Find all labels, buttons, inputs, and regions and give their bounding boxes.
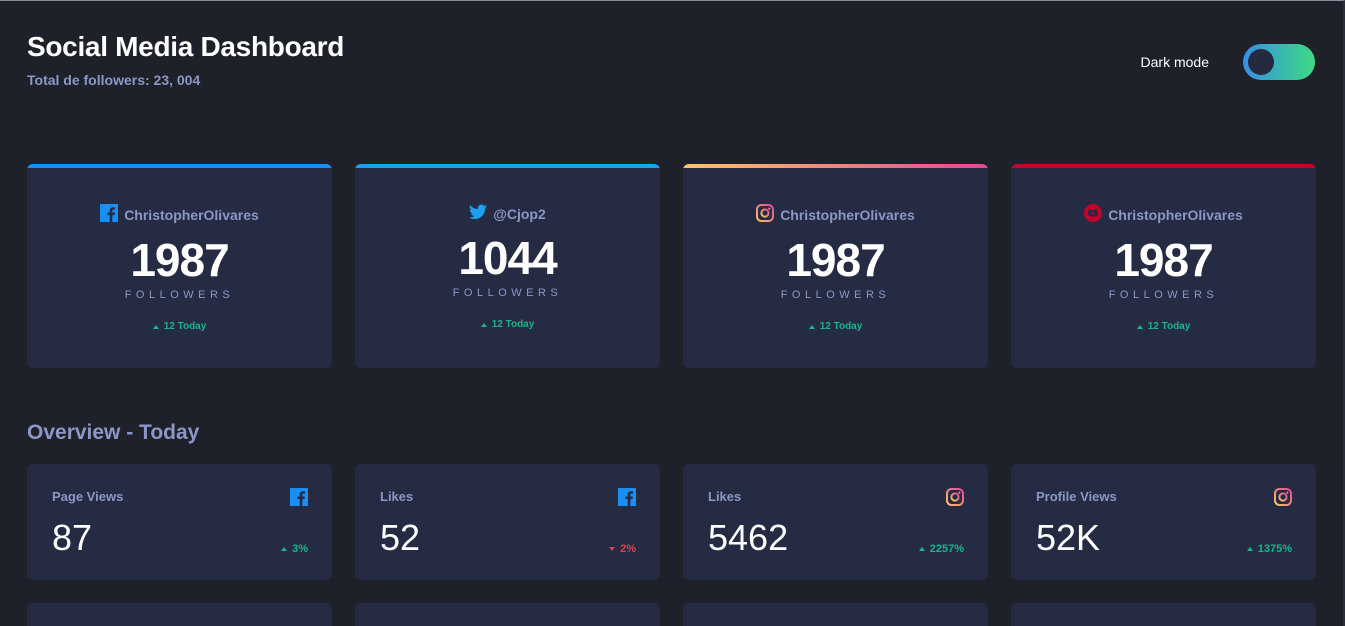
arrow-up-icon [1136, 324, 1143, 329]
followers-label: FOLLOWERS [1108, 289, 1219, 301]
overview-value: 52K [1036, 517, 1101, 558]
overview-value: 52 [380, 517, 421, 558]
follower-card-youtube[interactable]: ChristopherOlivares 1987 FOLLOWERS 12 To… [1011, 164, 1316, 368]
overview-card[interactable]: Likes 5462 2257% [683, 464, 988, 580]
followers-label: FOLLOWERS [780, 289, 891, 301]
card-handle: ChristopherOlivares [27, 204, 332, 225]
today-change: 12 Today [1011, 321, 1316, 332]
overview-label: Likes [708, 489, 742, 504]
overview-card[interactable]: Likes 52 2% [355, 464, 660, 580]
arrow-up-icon [480, 322, 487, 327]
youtube-icon [1084, 204, 1108, 225]
follower-card-facebook[interactable]: ChristopherOlivares 1987 FOLLOWERS 12 To… [27, 164, 332, 368]
instagram-icon [756, 204, 780, 225]
today-change: 12 Today [27, 321, 332, 332]
followers-label: FOLLOWERS [124, 289, 235, 301]
card-accent-bar [355, 164, 660, 168]
follower-card-twitter[interactable]: @Cjop2 1044 FOLLOWERS 12 Today [355, 164, 660, 368]
arrow-up-icon [918, 547, 925, 551]
facebook-icon [100, 204, 124, 225]
overview-grid: Page Views 87 3% Likes 52 2% Likes 5462 … [27, 464, 1319, 626]
page-title: Social Media Dashboard [27, 31, 345, 62]
overview-card[interactable] [355, 603, 660, 626]
arrow-up-icon [152, 324, 159, 329]
follower-count: 1987 [786, 234, 885, 286]
follower-cards: ChristopherOlivares 1987 FOLLOWERS 12 To… [27, 164, 1316, 368]
overview-value: 87 [52, 517, 93, 558]
overview-card[interactable]: Page Views 87 3% [27, 464, 332, 580]
arrow-up-icon [281, 547, 288, 551]
overview-card[interactable] [27, 603, 332, 626]
overview-card[interactable] [683, 603, 988, 626]
facebook-icon [290, 488, 308, 511]
follower-count: 1987 [1114, 234, 1213, 286]
dark-mode-toggle[interactable] [1243, 44, 1315, 80]
overview-value: 5462 [708, 517, 789, 558]
twitter-icon [469, 204, 493, 223]
card-handle: @Cjop2 [355, 204, 660, 223]
card-handle: ChristopherOlivares [683, 204, 988, 225]
overview-change: 1375% [1246, 543, 1292, 555]
dark-mode-control: Dark mode [1141, 44, 1315, 80]
card-handle: ChristopherOlivares [1011, 204, 1316, 225]
today-change: 12 Today [683, 321, 988, 332]
overview-label: Page Views [52, 489, 124, 504]
facebook-icon [618, 488, 636, 511]
overview-card[interactable]: Profile Views 52K 1375% [1011, 464, 1316, 580]
card-accent-bar [1011, 164, 1316, 168]
overview-label: Profile Views [1036, 489, 1117, 504]
toggle-knob [1248, 49, 1274, 75]
instagram-icon [1274, 488, 1292, 511]
arrow-up-icon [1246, 547, 1253, 551]
card-accent-bar [27, 164, 332, 168]
follower-card-instagram[interactable]: ChristopherOlivares 1987 FOLLOWERS 12 To… [683, 164, 988, 368]
overview-change: 2% [609, 543, 636, 555]
arrow-up-icon [808, 324, 815, 329]
total-followers: Total de followers: 23, 004 [27, 72, 201, 88]
overview-title: Overview - Today [27, 421, 200, 444]
card-accent-bar [683, 164, 988, 168]
follower-count: 1044 [458, 232, 557, 284]
dark-mode-label: Dark mode [1140, 54, 1209, 70]
page-header: Social Media Dashboard Total de follower… [27, 31, 344, 88]
overview-card[interactable] [1011, 603, 1316, 626]
instagram-icon [946, 488, 964, 511]
arrow-down-icon [609, 547, 616, 551]
today-change: 12 Today [355, 319, 660, 330]
followers-label: FOLLOWERS [452, 287, 563, 299]
overview-change: 3% [281, 543, 308, 555]
follower-count: 1987 [130, 234, 229, 286]
overview-change: 2257% [918, 543, 964, 555]
overview-label: Likes [380, 489, 414, 504]
